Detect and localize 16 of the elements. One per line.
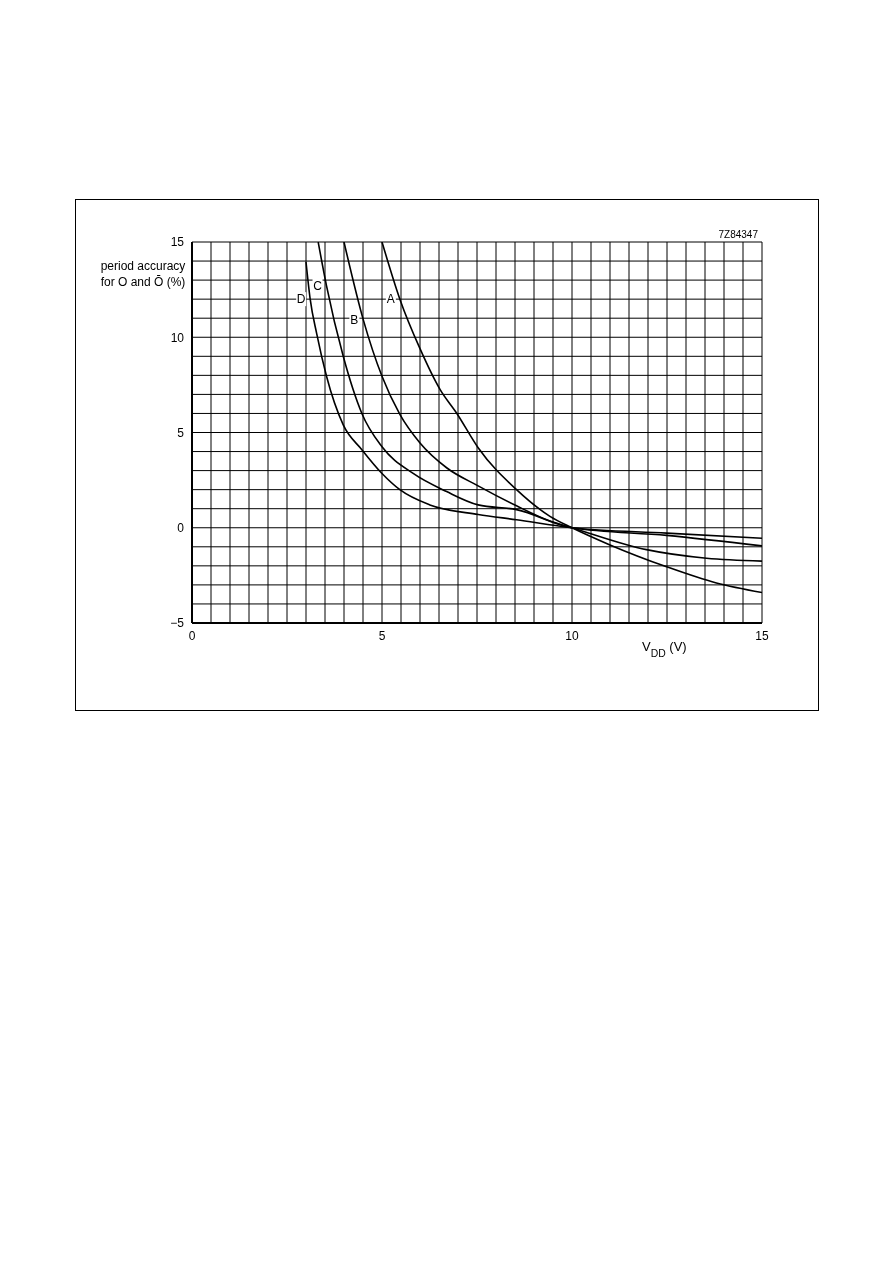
y-tick-label: −5 xyxy=(170,616,185,631)
x-tick-label: 5 xyxy=(378,628,386,643)
series-label: D xyxy=(296,292,306,307)
series-label: B xyxy=(350,313,359,328)
y-tick-label: 5 xyxy=(177,425,185,440)
y-tick-label: 0 xyxy=(177,521,185,536)
series-label: C xyxy=(313,278,323,293)
x-axis-title: V$_{DD}$ (V) xyxy=(642,639,687,659)
text: 7Z84347 xyxy=(718,229,759,240)
x-tick-label: 0 xyxy=(188,628,196,643)
x-tick-label: 10 xyxy=(565,628,579,643)
y-axis-title: period accuracy for O and Ō (%) xyxy=(99,258,187,290)
series-label: A xyxy=(386,292,395,307)
y-tick-label: 15 xyxy=(170,235,185,250)
x-tick-label: 15 xyxy=(755,628,769,643)
y-tick-label: 10 xyxy=(170,330,185,345)
